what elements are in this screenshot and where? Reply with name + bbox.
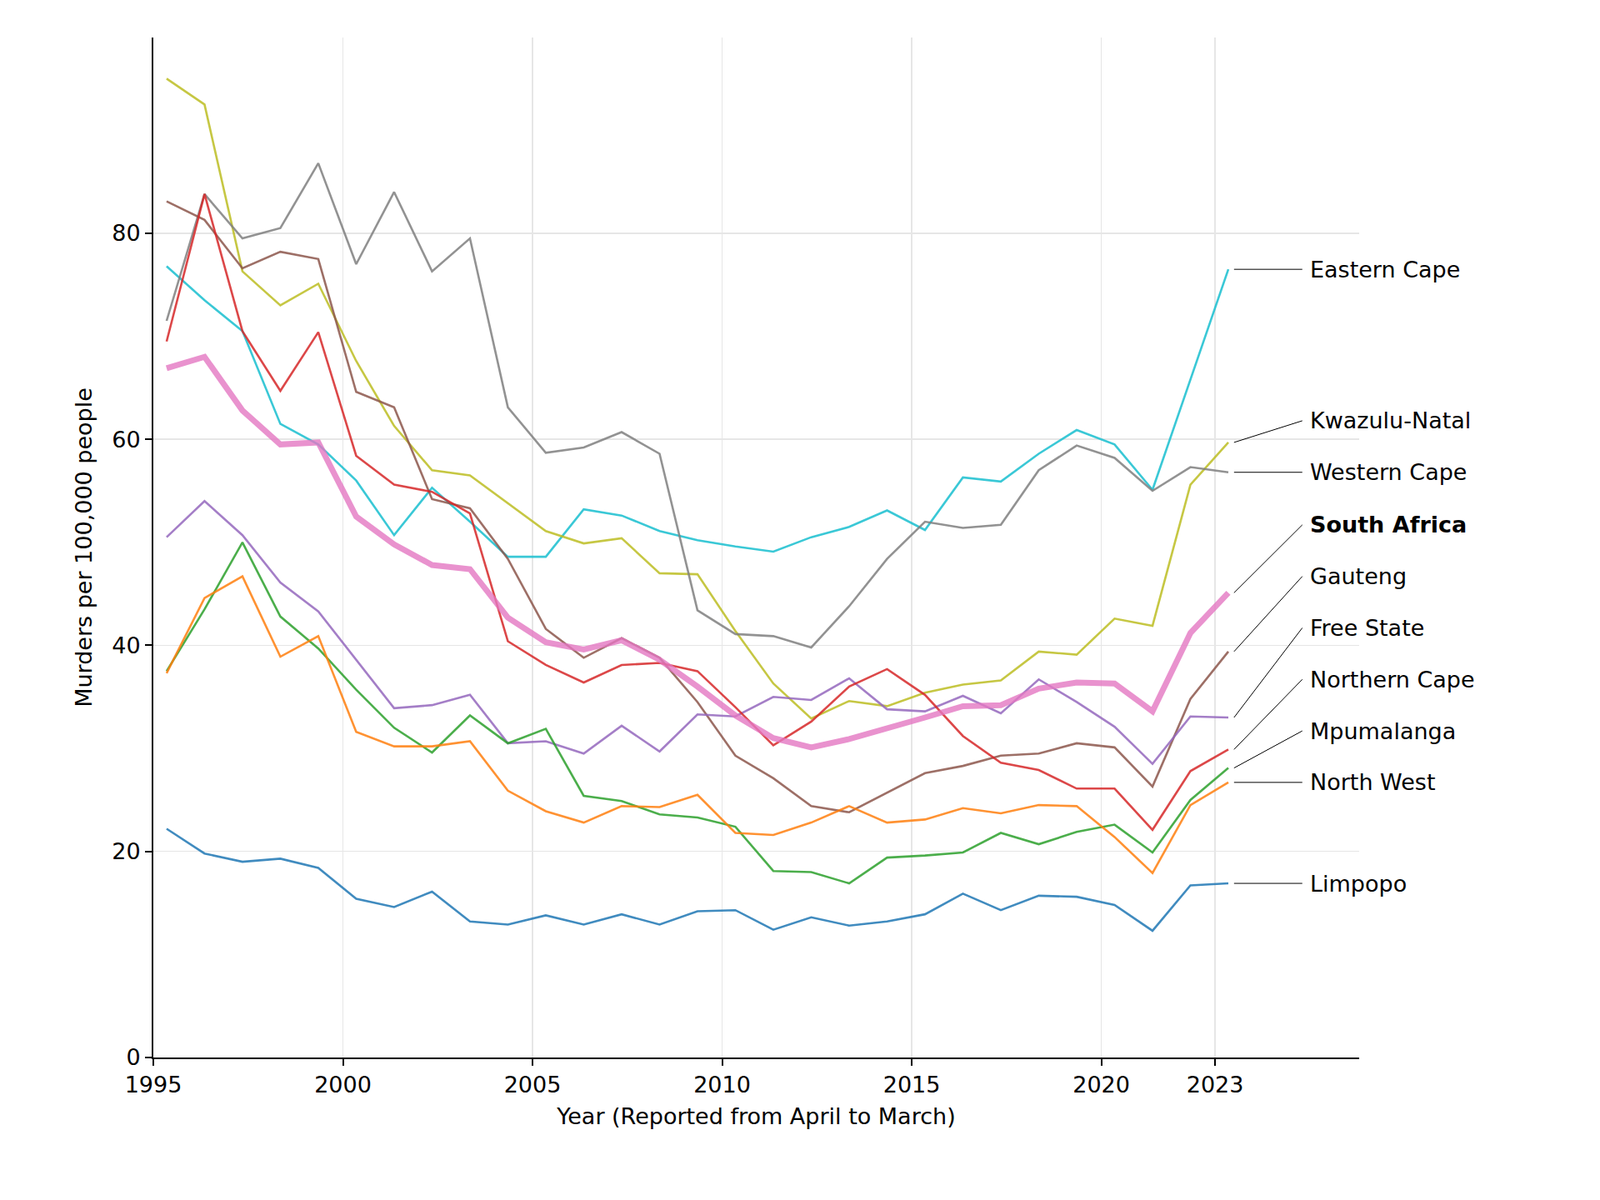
svg-text:Murders per 100,000 people: Murders per 100,000 people <box>70 387 97 708</box>
svg-text:Year (Reported from April to M: Year (Reported from April to March) <box>555 1103 955 1130</box>
svg-text:60: 60 <box>111 426 140 453</box>
svg-text:20: 20 <box>111 838 140 865</box>
svg-text:2005: 2005 <box>504 1071 562 1098</box>
svg-text:Gauteng: Gauteng <box>1310 563 1407 590</box>
svg-text:2023: 2023 <box>1186 1071 1245 1098</box>
svg-text:North West: North West <box>1310 769 1435 795</box>
svg-text:Eastern Cape: Eastern Cape <box>1310 256 1460 283</box>
svg-text:Western Cape: Western Cape <box>1310 459 1467 485</box>
svg-text:Free State: Free State <box>1310 615 1425 641</box>
svg-text:1995: 1995 <box>125 1071 183 1098</box>
svg-text:South Africa: South Africa <box>1310 511 1467 538</box>
svg-text:Mpumalanga: Mpumalanga <box>1310 718 1456 745</box>
svg-text:Northern Cape: Northern Cape <box>1310 666 1475 693</box>
svg-text:2015: 2015 <box>883 1071 941 1098</box>
svg-text:2010: 2010 <box>693 1071 751 1098</box>
svg-text:Kwazulu-Natal: Kwazulu-Natal <box>1310 407 1471 434</box>
svg-text:Limpopo: Limpopo <box>1310 870 1407 897</box>
svg-text:2020: 2020 <box>1072 1071 1130 1098</box>
svg-text:80: 80 <box>111 220 140 246</box>
svg-text:0: 0 <box>125 1044 140 1070</box>
svg-text:40: 40 <box>111 632 140 659</box>
svg-text:2000: 2000 <box>314 1071 372 1098</box>
